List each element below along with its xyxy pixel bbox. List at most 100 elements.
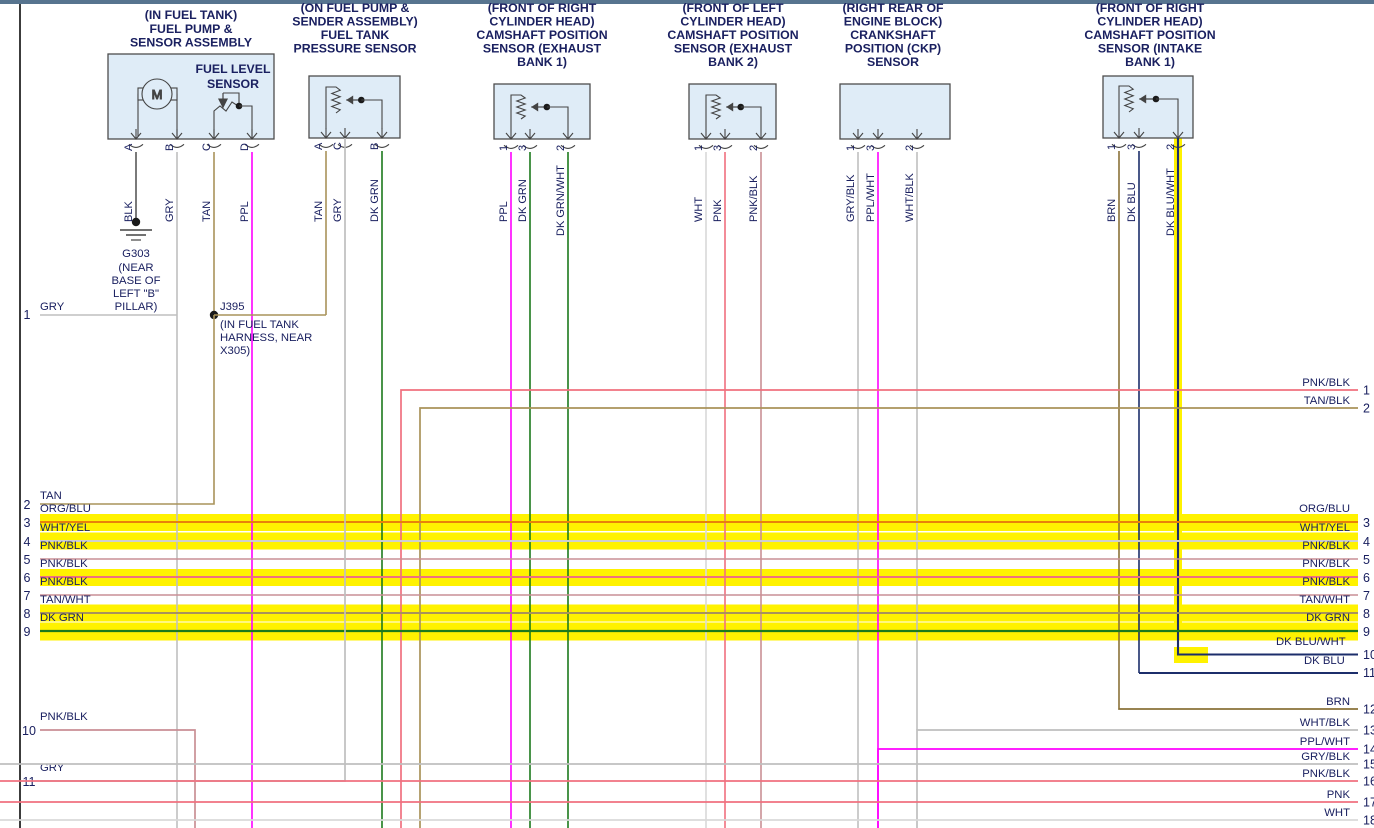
svg-text:DK GRN: DK GRN: [1306, 612, 1350, 624]
svg-text:C: C: [201, 143, 213, 151]
svg-text:PILLAR): PILLAR): [115, 301, 158, 313]
svg-text:PPL: PPL: [498, 201, 510, 222]
svg-text:CYLINDER HEAD): CYLINDER HEAD): [1097, 15, 1202, 29]
svg-text:PPL: PPL: [239, 201, 251, 222]
svg-text:ORG/BLU: ORG/BLU: [40, 503, 91, 515]
svg-text:DK BLU: DK BLU: [1126, 182, 1138, 222]
svg-text:PPL/WHT: PPL/WHT: [1300, 736, 1350, 748]
svg-text:2: 2: [555, 145, 567, 151]
svg-text:SENSOR ASSEMBLY: SENSOR ASSEMBLY: [130, 36, 252, 50]
svg-text:WHT/BLK: WHT/BLK: [1300, 717, 1351, 729]
svg-text:PNK/BLK: PNK/BLK: [1302, 576, 1350, 588]
svg-text:TAN/BLK: TAN/BLK: [1304, 395, 1351, 407]
svg-text:CYLINDER HEAD): CYLINDER HEAD): [489, 15, 594, 29]
svg-text:8: 8: [1363, 607, 1370, 621]
svg-text:WHT: WHT: [1324, 807, 1350, 819]
svg-text:3: 3: [517, 145, 529, 151]
svg-text:SENSOR (EXHAUST: SENSOR (EXHAUST: [483, 42, 602, 56]
svg-text:1: 1: [1363, 384, 1370, 398]
svg-text:FUEL LEVEL: FUEL LEVEL: [196, 62, 271, 76]
svg-text:J395: J395: [220, 301, 245, 313]
svg-text:A: A: [313, 142, 325, 150]
svg-text:16: 16: [1363, 775, 1374, 789]
svg-text:12: 12: [1363, 703, 1374, 717]
svg-text:PRESSURE SENSOR: PRESSURE SENSOR: [294, 42, 417, 56]
svg-text:BRN: BRN: [1326, 696, 1350, 708]
svg-text:WHT/YEL: WHT/YEL: [1300, 522, 1350, 534]
svg-text:4: 4: [1363, 535, 1370, 549]
svg-text:17: 17: [1363, 796, 1374, 810]
svg-text:SENDER ASSEMBLY): SENDER ASSEMBLY): [292, 15, 418, 29]
svg-text:3: 3: [1363, 516, 1370, 530]
svg-text:SENSOR (EXHAUST: SENSOR (EXHAUST: [674, 42, 793, 56]
svg-text:(IN FUEL TANK: (IN FUEL TANK: [220, 319, 299, 331]
svg-text:6: 6: [24, 571, 31, 585]
svg-text:ENGINE BLOCK): ENGINE BLOCK): [844, 15, 942, 29]
svg-text:PNK/BLK: PNK/BLK: [1302, 768, 1350, 780]
svg-text:8: 8: [24, 607, 31, 621]
svg-text:DK BLU/WHT: DK BLU/WHT: [1276, 636, 1346, 648]
svg-text:2: 2: [1165, 144, 1177, 150]
svg-text:1: 1: [498, 145, 510, 151]
svg-text:PNK/BLK: PNK/BLK: [1302, 558, 1350, 570]
svg-text:3: 3: [865, 145, 877, 151]
svg-text:BASE OF: BASE OF: [112, 275, 161, 287]
svg-text:6: 6: [1363, 571, 1370, 585]
svg-text:(FRONT OF LEFT: (FRONT OF LEFT: [682, 1, 784, 15]
svg-text:11: 11: [1363, 666, 1374, 680]
svg-text:PNK/BLK: PNK/BLK: [40, 540, 88, 552]
svg-text:10: 10: [1363, 648, 1374, 662]
svg-text:DK GRN: DK GRN: [517, 179, 529, 222]
svg-text:DK GRN: DK GRN: [40, 612, 84, 624]
svg-text:5: 5: [1363, 553, 1370, 567]
svg-text:CAMSHAFT POSITION: CAMSHAFT POSITION: [476, 28, 607, 42]
svg-text:BRN: BRN: [1106, 199, 1118, 222]
svg-text:TAN/WHT: TAN/WHT: [1299, 594, 1350, 606]
svg-text:DK GRN/WHT: DK GRN/WHT: [555, 165, 567, 236]
svg-text:HARNESS, NEAR: HARNESS, NEAR: [220, 332, 312, 344]
svg-text:DK BLU: DK BLU: [1304, 655, 1345, 667]
svg-text:3: 3: [24, 516, 31, 530]
svg-text:(IN FUEL TANK): (IN FUEL TANK): [145, 8, 237, 22]
svg-text:SENSOR (INTAKE: SENSOR (INTAKE: [1098, 42, 1202, 56]
svg-text:GRY/BLK: GRY/BLK: [1301, 751, 1350, 763]
svg-text:(ON FUEL PUMP &: (ON FUEL PUMP &: [301, 1, 410, 15]
svg-text:A: A: [123, 143, 135, 151]
svg-text:FUEL PUMP &: FUEL PUMP &: [150, 22, 233, 36]
svg-text:WHT/BLK: WHT/BLK: [904, 172, 916, 222]
svg-text:POSITION (CKP): POSITION (CKP): [845, 42, 941, 56]
svg-text:(RIGHT REAR OF: (RIGHT REAR OF: [842, 1, 944, 15]
svg-text:9: 9: [24, 625, 31, 639]
svg-text:TAN: TAN: [40, 490, 62, 502]
svg-text:SENSOR: SENSOR: [867, 55, 919, 69]
svg-text:7: 7: [24, 589, 31, 603]
svg-text:PPL/WHT: PPL/WHT: [865, 173, 877, 222]
svg-text:TAN/WHT: TAN/WHT: [40, 594, 91, 606]
svg-text:2: 2: [748, 145, 760, 151]
svg-text:BANK 2): BANK 2): [708, 55, 758, 69]
svg-text:13: 13: [1363, 724, 1374, 738]
svg-text:DK GRN: DK GRN: [369, 179, 381, 222]
svg-text:PNK/BLK: PNK/BLK: [40, 711, 88, 723]
svg-text:2: 2: [24, 498, 31, 512]
svg-text:GRY/BLK: GRY/BLK: [845, 174, 857, 222]
svg-text:G303: G303: [122, 248, 150, 260]
svg-text:14: 14: [1363, 743, 1374, 757]
svg-text:ORG/BLU: ORG/BLU: [1299, 503, 1350, 515]
svg-text:(FRONT OF RIGHT: (FRONT OF RIGHT: [488, 1, 597, 15]
svg-text:1: 1: [845, 145, 857, 151]
svg-text:BANK 1): BANK 1): [1125, 55, 1175, 69]
svg-text:C: C: [332, 142, 344, 150]
svg-text:PNK/BLK: PNK/BLK: [40, 576, 88, 588]
svg-text:SENSOR: SENSOR: [207, 77, 259, 91]
svg-text:15: 15: [1363, 758, 1374, 772]
svg-text:CYLINDER HEAD): CYLINDER HEAD): [680, 15, 785, 29]
svg-text:M: M: [152, 87, 163, 102]
svg-text:5: 5: [24, 553, 31, 567]
svg-text:BLK: BLK: [123, 201, 135, 222]
svg-text:B: B: [369, 143, 381, 150]
svg-text:PNK/BLK: PNK/BLK: [1302, 540, 1350, 552]
svg-text:PNK: PNK: [1327, 789, 1351, 801]
svg-text:3: 3: [1126, 144, 1138, 150]
svg-text:CAMSHAFT POSITION: CAMSHAFT POSITION: [667, 28, 798, 42]
